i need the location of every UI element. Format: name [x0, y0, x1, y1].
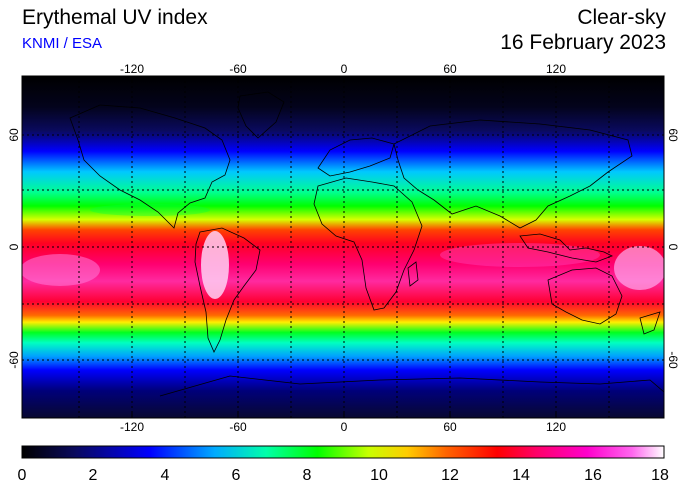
lon-tick-top-120: 120: [546, 62, 566, 76]
lon-tick-top-m120: -120: [120, 62, 144, 76]
colorbar-labels: 0 2 4 6 8 10 12 14 16 18: [18, 467, 669, 484]
lon-tick-bottom-0: 0: [341, 420, 348, 434]
cb-tick-18: 18: [651, 467, 669, 484]
uv-hotspots: [22, 204, 664, 299]
lon-tick-bottom-120: 120: [546, 420, 566, 434]
lat-tick-right-60: 60: [666, 128, 680, 142]
cb-tick-2: 2: [89, 467, 98, 484]
cb-tick-0: 0: [18, 467, 27, 484]
date-text: 16 February 2023: [500, 31, 666, 54]
lat-tick-left-60: 60: [7, 128, 21, 142]
cb-tick-14: 14: [512, 467, 530, 484]
map-frame: [21, 75, 665, 419]
colorbar: [21, 445, 665, 459]
chart-title: Erythemal UV index: [22, 6, 208, 29]
cb-tick-12: 12: [441, 467, 459, 484]
lon-tick-top-60: 60: [443, 62, 457, 76]
lon-tick-bottom-60: 60: [443, 420, 457, 434]
lon-tick-top-m60: -60: [229, 62, 247, 76]
cb-tick-4: 4: [161, 467, 170, 484]
lat-tick-right-m60: -60: [666, 351, 680, 369]
lon-tick-bottom-m60: -60: [229, 420, 247, 434]
cb-tick-6: 6: [232, 467, 241, 484]
lat-tick-right-0: 0: [666, 244, 680, 251]
grid: [22, 76, 664, 418]
sky-mode: Clear-sky: [577, 6, 666, 29]
tick-marks: [131, 76, 557, 418]
credit-text: KNMI / ESA: [22, 35, 103, 52]
lat-tick-left-0: 0: [7, 243, 21, 250]
lat-tick-left-m60: -60: [7, 351, 21, 369]
lon-tick-bottom-m120: -120: [120, 420, 144, 434]
lon-tick-top-0: 0: [341, 62, 348, 76]
cb-tick-10: 10: [370, 467, 388, 484]
cb-tick-8: 8: [303, 467, 312, 484]
cb-tick-16: 16: [584, 467, 602, 484]
